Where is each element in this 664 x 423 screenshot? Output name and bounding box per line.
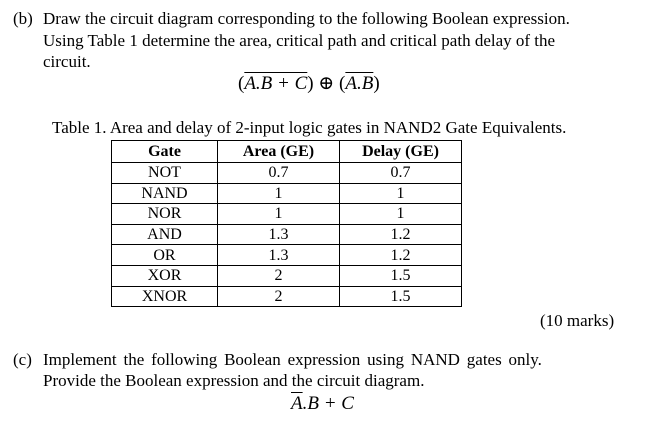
table-caption: Table 1. Area and delay of 2-input logic… — [52, 118, 567, 137]
part-b-line3: circuit. — [43, 52, 91, 71]
table-row: XNOR 2 1.5 — [111, 285, 462, 308]
cell-delay: 1.2 — [339, 223, 462, 246]
cell-area: 1 — [217, 182, 340, 205]
cell-delay: 1.5 — [339, 264, 462, 287]
cell-area: 1.3 — [217, 244, 340, 266]
part-c-line1: (c) Implement the following Boolean expre… — [13, 350, 542, 370]
boolean-expression-c: A.B + C — [291, 393, 354, 415]
part-b-line2: Using Table 1 determine the area, critic… — [43, 31, 556, 50]
expr-b-lhs-overlined: A.B + C — [244, 73, 308, 94]
cell-delay: 0.7 — [339, 162, 462, 184]
cell-area: 2 — [217, 285, 340, 308]
part-c-label: (c) — [13, 350, 32, 369]
cell-gate: NOR — [111, 203, 218, 225]
part-b-line1: (b) Draw the circuit diagram correspondin… — [13, 9, 570, 29]
table-row: AND 1.3 1.2 — [111, 223, 462, 246]
cell-gate: OR — [111, 244, 218, 266]
header-gate: Gate — [111, 140, 218, 163]
table-row: OR 1.3 1.2 — [111, 244, 462, 266]
cell-delay: 1 — [339, 203, 462, 225]
cell-delay: 1.5 — [339, 285, 462, 308]
table-header-row: Gate Area (GE) Delay (GE) — [111, 140, 462, 163]
expr-c-rest: .B + C — [302, 393, 354, 414]
table-row: NAND 1 1 — [111, 182, 462, 205]
marks-label: (10 marks) — [540, 311, 615, 330]
cell-gate: XNOR — [111, 285, 218, 308]
part-c-text-1: Implement the following Boolean expressi… — [43, 350, 542, 369]
part-c-line2: Provide the Boolean expression and the c… — [43, 371, 425, 390]
xor-symbol: ⊕ — [318, 73, 335, 94]
gate-table: Gate Area (GE) Delay (GE) NOT 0.7 0.7 NA… — [111, 140, 462, 308]
part-b-text-1: Draw the circuit diagram corresponding t… — [43, 9, 570, 28]
table-row: NOT 0.7 0.7 — [111, 162, 462, 184]
cell-area: 1 — [217, 203, 340, 225]
cell-delay: 1.2 — [339, 244, 462, 266]
cell-delay: 1 — [339, 182, 462, 205]
part-b-label: (b) — [13, 9, 33, 28]
table-row: XOR 2 1.5 — [111, 264, 462, 287]
cell-area: 0.7 — [217, 162, 340, 184]
cell-gate: AND — [111, 223, 218, 246]
boolean-expression-b: (A.B + C) ⊕ (A.B) — [238, 73, 380, 94]
header-area: Area (GE) — [217, 140, 340, 163]
cell-area: 2 — [217, 264, 340, 287]
cell-area: 1.3 — [217, 223, 340, 246]
table-row: NOR 1 1 — [111, 203, 462, 225]
cell-gate: XOR — [111, 264, 218, 287]
cell-gate: NOT — [111, 162, 218, 184]
header-delay: Delay (GE) — [339, 140, 462, 163]
cell-gate: NAND — [111, 182, 218, 205]
expr-b-rhs-overlined: A.B — [345, 73, 374, 94]
expr-c-a-overlined: A — [291, 393, 303, 414]
